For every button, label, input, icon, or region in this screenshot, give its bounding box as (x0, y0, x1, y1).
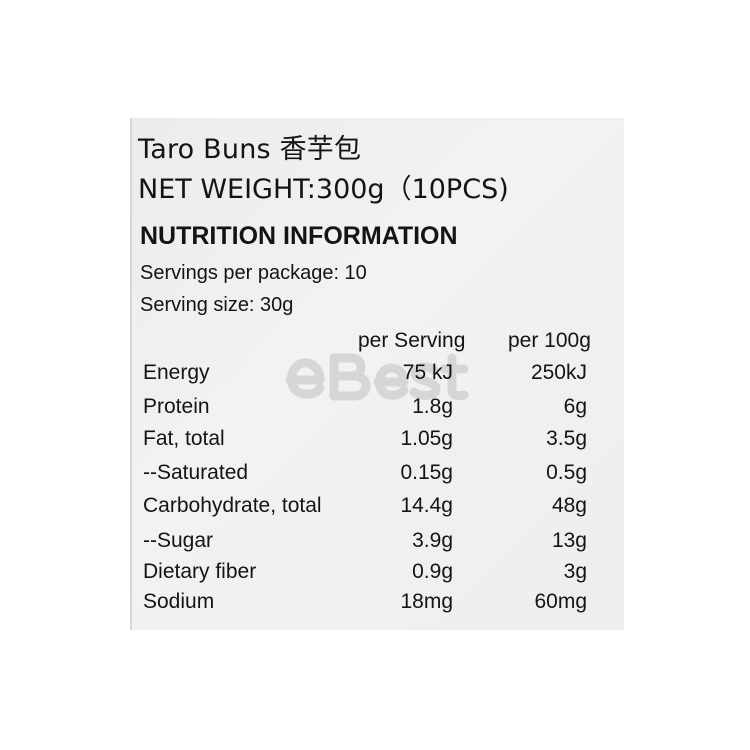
nutrient-value-per-serving: 1.8g (412, 395, 453, 418)
nutrient-name: Carbohydrate, total (143, 494, 322, 517)
nutrient-value-per-100g: 60mg (534, 590, 587, 613)
nutrient-name: Energy (143, 361, 210, 384)
nutrient-value-per-100g: 3g (563, 560, 587, 583)
nutrient-value-per-100g: 13g (551, 529, 587, 552)
nutrient-name: Protein (143, 395, 210, 418)
nutrient-value-per-serving: 14.4g (400, 494, 453, 517)
product-title: Taro Buns 香芋包 (138, 134, 362, 165)
nutrient-value-per-100g: 48g (551, 494, 587, 517)
column-header-per-100g: per 100g (508, 329, 591, 352)
nutrient-name: Sodium (143, 590, 215, 613)
nutrition-heading: NUTRITION INFORMATION (140, 222, 458, 250)
nutrient-name: Fat, total (143, 427, 225, 450)
nutrient-name: Dietary fiber (143, 560, 257, 583)
nutrient-value-per-serving: 0.9g (412, 560, 453, 583)
nutrient-value-per-serving: 0.15g (400, 461, 453, 484)
nutrient-value-per-100g: 3.5g (546, 427, 587, 450)
nutrient-name: --Sugar (143, 529, 214, 552)
nutrient-name: --Saturated (143, 461, 249, 484)
nutrient-value-per-serving: 3.9g (412, 529, 453, 552)
net-weight: NET WEIGHT:300g（10PCS) (138, 174, 509, 205)
column-header-per-serving: per Serving (358, 329, 466, 352)
nutrient-value-per-100g: 250kJ (530, 361, 587, 384)
nutrient-value-per-100g: 6g (563, 395, 587, 418)
servings-per-package: Servings per package: 10 (140, 262, 367, 284)
serving-size: Serving size: 30g (140, 294, 294, 316)
nutrient-value-per-serving: 1.05g (400, 427, 453, 450)
nutrient-value-per-100g: 0.5g (546, 461, 587, 484)
nutrient-value-per-serving: 75 kJ (402, 361, 453, 384)
nutrient-value-per-serving: 18mg (400, 590, 453, 613)
watermark-logo (285, 353, 469, 401)
